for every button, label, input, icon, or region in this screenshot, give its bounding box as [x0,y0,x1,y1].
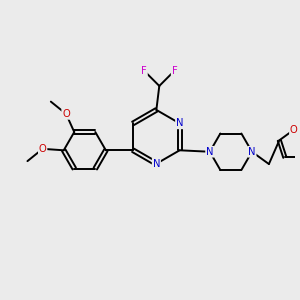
Text: N: N [153,159,160,169]
Text: N: N [206,147,214,157]
Text: F: F [141,66,147,76]
Text: N: N [248,147,256,157]
Text: N: N [176,118,183,128]
Text: F: F [172,66,177,76]
Text: O: O [39,144,46,154]
Text: O: O [62,109,70,119]
Text: O: O [290,125,298,135]
